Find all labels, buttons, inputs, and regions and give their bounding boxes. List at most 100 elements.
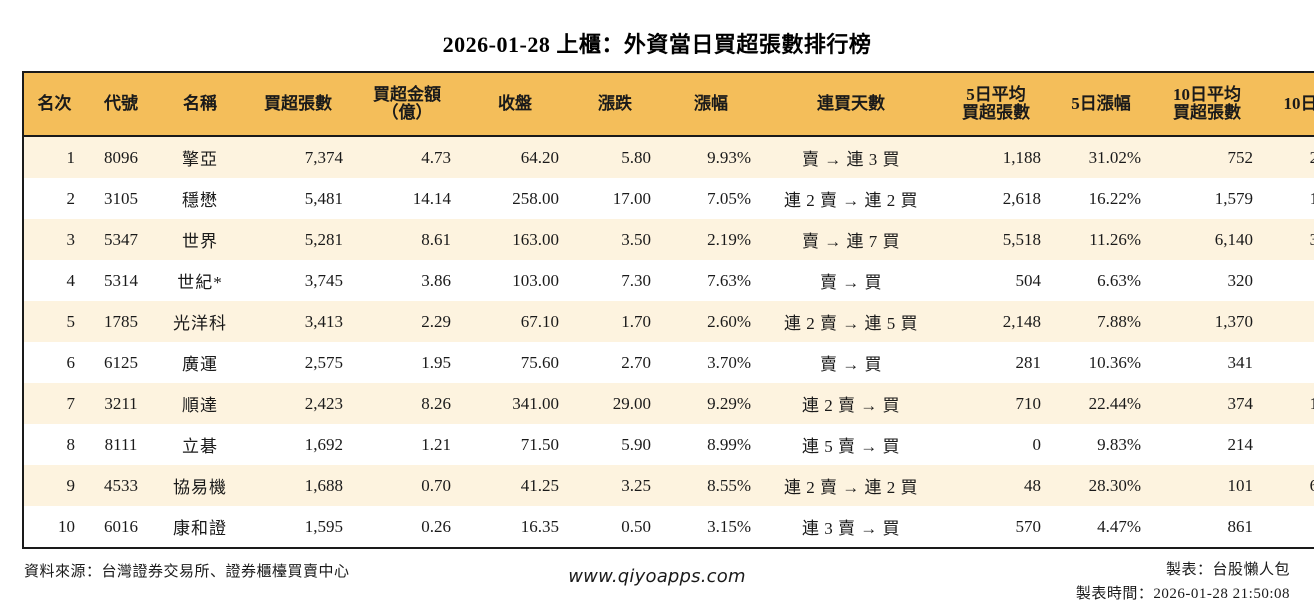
cell-rank: 7 (23, 383, 85, 424)
cell-close: 67.10 (461, 301, 569, 342)
cell-avg5-lots: 0 (941, 424, 1051, 465)
cell-buy-lots: 5,481 (243, 178, 353, 219)
cell-code: 8096 (85, 136, 157, 178)
cell-close: 16.35 (461, 506, 569, 548)
cell-pct10: 4.14% (1263, 506, 1314, 548)
cell-pct5: 16.22% (1051, 178, 1151, 219)
col-header-pct5: 5日漲幅 (1051, 72, 1151, 137)
cell-buy-lots: 7,374 (243, 136, 353, 178)
cell-pct5: 7.88% (1051, 301, 1151, 342)
cell-close: 341.00 (461, 383, 569, 424)
cell-change-pct: 8.99% (661, 424, 761, 465)
cell-pct10: 5.32% (1263, 260, 1314, 301)
cell-buy-lots: 1,595 (243, 506, 353, 548)
cell-name: 穩懋 (157, 178, 243, 219)
cell-pct5: 4.47% (1051, 506, 1151, 548)
cell-change-pct: 7.05% (661, 178, 761, 219)
cell-buy-amount: 0.26 (353, 506, 461, 548)
cell-buy-lots: 2,423 (243, 383, 353, 424)
cell-avg5-lots: 570 (941, 506, 1051, 548)
col-header-code: 代號 (85, 72, 157, 137)
cell-rank: 9 (23, 465, 85, 506)
footer-website: www.qiyoapps.com (568, 566, 746, 587)
cell-change: 29.00 (569, 383, 661, 424)
cell-pct10: 23.46% (1263, 136, 1314, 178)
cell-name: 世界 (157, 219, 243, 260)
footer-source: 資料來源：台灣證券交易所、證券櫃檯買賣中心 (24, 564, 350, 580)
cell-streak: 賣 → 買 (761, 342, 941, 383)
cell-avg10-lots: 752 (1151, 136, 1263, 178)
cell-pct10: 64.34% (1263, 465, 1314, 506)
table-row: 6 6125 廣運 2,575 1.95 75.60 2.70 3.70% 賣 → 買 281 10… (23, 342, 1314, 383)
col-header-buy-amount: 買超金額 （億） (353, 72, 461, 137)
cell-avg5-lots: 710 (941, 383, 1051, 424)
table-header-row: 名次 代號 名稱 買超張數 買超金額 （億） 收盤 漲跌 漲幅 連買天數 5日平… (23, 72, 1314, 137)
cell-buy-lots: 3,745 (243, 260, 353, 301)
cell-close: 64.20 (461, 136, 569, 178)
cell-avg10-lots: 341 (1151, 342, 1263, 383)
cell-buy-amount: 14.14 (353, 178, 461, 219)
col-header-change: 漲跌 (569, 72, 661, 137)
cell-avg10-lots: 1,370 (1151, 301, 1263, 342)
cell-avg5-lots: 2,618 (941, 178, 1051, 219)
footer: 資料來源：台灣證券交易所、證券櫃檯買賣中心 www.qiyoapps.com 製… (22, 558, 1292, 608)
col-header-streak: 連買天數 (761, 72, 941, 137)
cell-close: 258.00 (461, 178, 569, 219)
cell-buy-amount: 1.95 (353, 342, 461, 383)
cell-name: 世紀* (157, 260, 243, 301)
cell-pct10: 19.72% (1263, 178, 1314, 219)
cell-pct5: 31.02% (1051, 136, 1151, 178)
footer-made-time: 製表時間：2026-01-28 21:50:08 (1075, 586, 1290, 602)
cell-change: 3.50 (569, 219, 661, 260)
cell-code: 3211 (85, 383, 157, 424)
cell-avg10-lots: 1,579 (1151, 178, 1263, 219)
cell-change-pct: 2.19% (661, 219, 761, 260)
cell-streak: 賣 → 連 7 買 (761, 219, 941, 260)
cell-name: 順達 (157, 383, 243, 424)
cell-pct5: 9.83% (1051, 424, 1151, 465)
cell-avg5-lots: 1,188 (941, 136, 1051, 178)
cell-pct10: 4.35% (1263, 301, 1314, 342)
cell-pct5: 22.44% (1051, 383, 1151, 424)
cell-avg5-lots: 5,518 (941, 219, 1051, 260)
cell-streak: 連 2 賣 → 買 (761, 383, 941, 424)
cell-streak: 連 5 賣 → 買 (761, 424, 941, 465)
cell-change: 1.70 (569, 301, 661, 342)
cell-pct10: 3.85% (1263, 342, 1314, 383)
cell-change: 2.70 (569, 342, 661, 383)
cell-change: 7.30 (569, 260, 661, 301)
cell-buy-amount: 8.26 (353, 383, 461, 424)
cell-avg5-lots: 2,148 (941, 301, 1051, 342)
cell-change-pct: 3.15% (661, 506, 761, 548)
cell-name: 擎亞 (157, 136, 243, 178)
cell-change-pct: 2.60% (661, 301, 761, 342)
cell-code: 3105 (85, 178, 157, 219)
cell-rank: 2 (23, 178, 85, 219)
cell-close: 103.00 (461, 260, 569, 301)
table-row: 7 3211 順達 2,423 8.26 341.00 29.00 9.29% 連 2 賣 → … (23, 383, 1314, 424)
cell-streak: 賣 → 買 (761, 260, 941, 301)
cell-change-pct: 9.93% (661, 136, 761, 178)
cell-pct10: 15.99% (1263, 383, 1314, 424)
col-header-avg5-lots: 5日平均 買超張數 (941, 72, 1051, 137)
table-row: 2 3105 穩懋 5,481 14.14 258.00 17.00 7.05% 連 2 賣 →… (23, 178, 1314, 219)
cell-streak: 連 3 賣 → 買 (761, 506, 941, 548)
cell-change-pct: 9.29% (661, 383, 761, 424)
cell-buy-amount: 0.70 (353, 465, 461, 506)
cell-change-pct: 3.70% (661, 342, 761, 383)
cell-name: 光洋科 (157, 301, 243, 342)
table-row: 10 6016 康和證 1,595 0.26 16.35 0.50 3.15% 連 3 賣 → … (23, 506, 1314, 548)
cell-change: 3.25 (569, 465, 661, 506)
cell-name: 廣運 (157, 342, 243, 383)
cell-rank: 1 (23, 136, 85, 178)
cell-close: 71.50 (461, 424, 569, 465)
table-row: 3 5347 世界 5,281 8.61 163.00 3.50 2.19% 賣 → 連 7 買… (23, 219, 1314, 260)
cell-streak: 連 2 賣 → 連 2 買 (761, 178, 941, 219)
cell-avg5-lots: 504 (941, 260, 1051, 301)
cell-rank: 4 (23, 260, 85, 301)
cell-pct5: 10.36% (1051, 342, 1151, 383)
cell-code: 1785 (85, 301, 157, 342)
cell-avg5-lots: 281 (941, 342, 1051, 383)
